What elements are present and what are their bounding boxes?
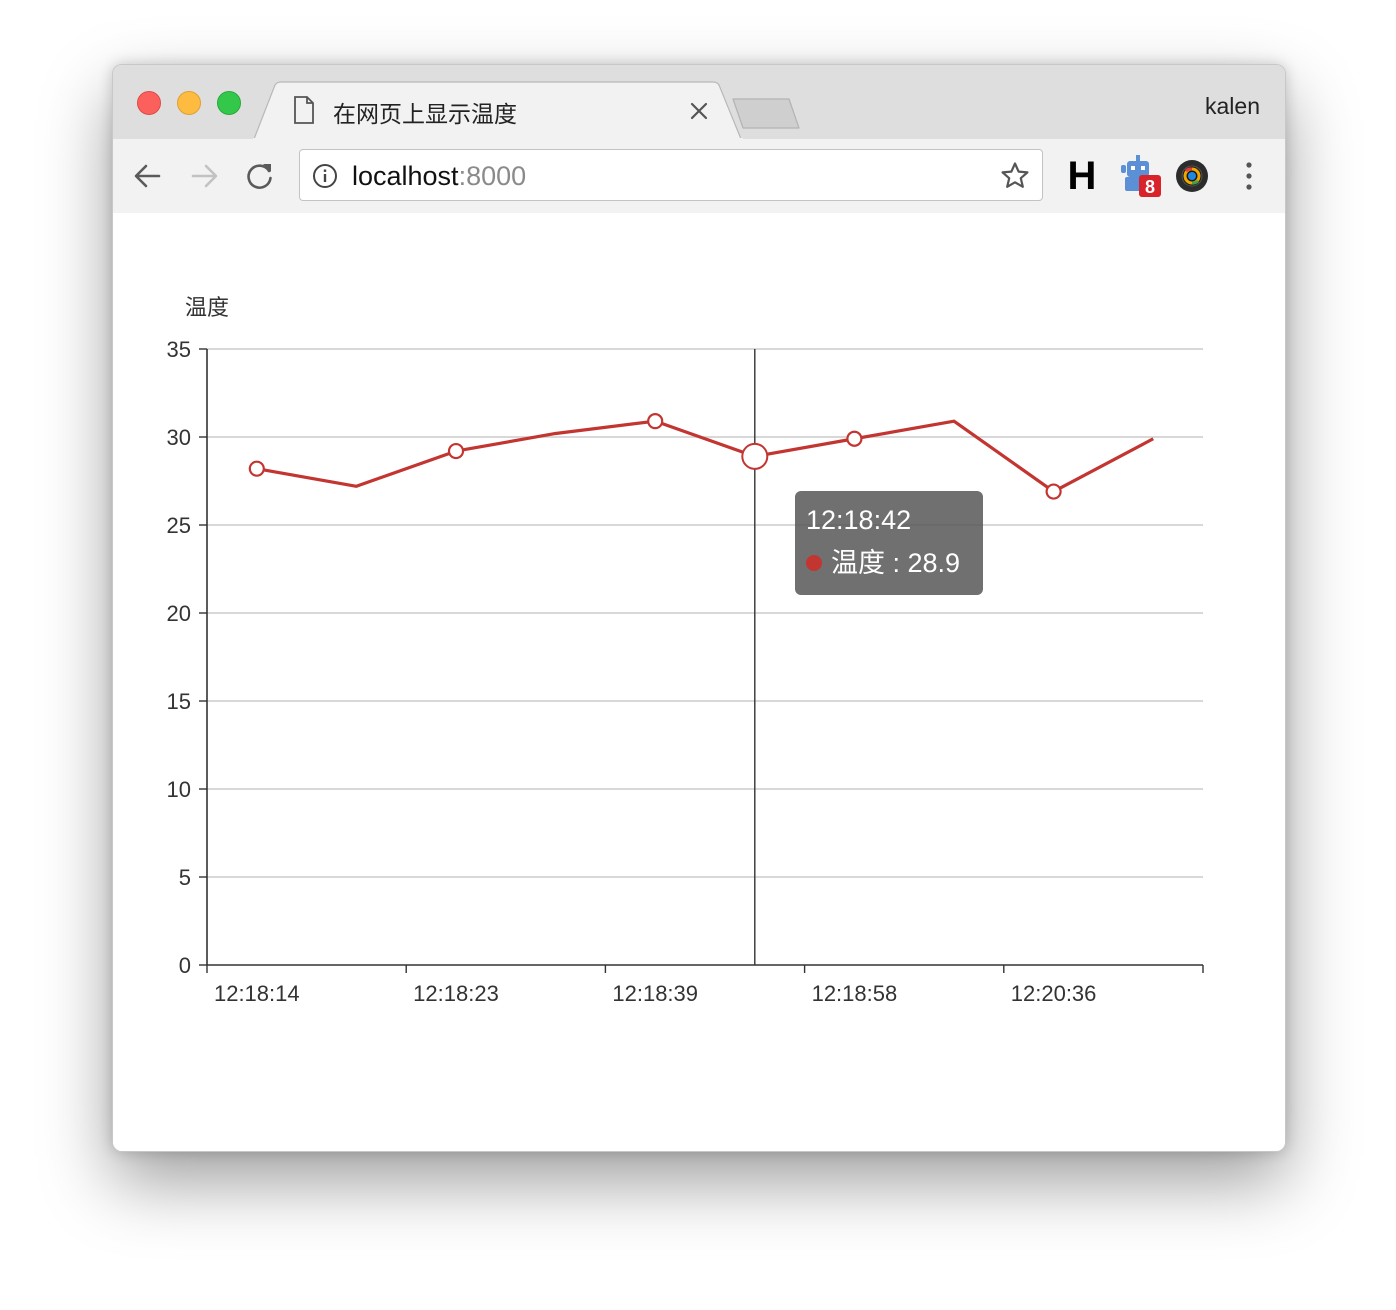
url-host: localhost (352, 161, 459, 191)
info-icon[interactable] (312, 163, 338, 189)
series-line (256, 419, 1154, 494)
data-point (447, 442, 465, 460)
x-tick-label: 12:18:39 (612, 981, 698, 1006)
bookmark-star-icon[interactable] (1000, 161, 1030, 191)
y-tick-label: 5 (179, 865, 191, 890)
browser-window: 在网页上显示温度 kalen localhost:8000 (112, 64, 1286, 1152)
h-extension-icon[interactable]: H (1065, 155, 1099, 193)
tab-title: 在网页上显示温度 (333, 102, 517, 128)
tooltip-series-dot (806, 554, 822, 571)
minimize-window-button[interactable] (177, 91, 201, 115)
page-content: 0 5 10 15 20 25 30 35 温度 12:18:14 12:18:23 12:18:39… (113, 213, 1285, 1151)
y-axis-title: 温度 (185, 296, 229, 321)
x-tick-label: 12:18:58 (812, 981, 898, 1006)
zoom-window-button[interactable] (217, 91, 241, 115)
svg-text:H: H (1068, 155, 1097, 193)
tooltip-row: 温度 : 28.9 (806, 546, 983, 581)
camera-extension-icon[interactable] (1175, 159, 1209, 193)
x-tick-label: 12:18:14 (214, 981, 300, 1006)
tooltip-value: 28.9 (907, 548, 961, 578)
document-icon (294, 96, 314, 124)
reload-icon[interactable] (243, 159, 277, 193)
browser-toolbar: localhost:8000 H 8 (113, 139, 1285, 214)
chart-tooltip: 12:18:42 温度 : 28.9 (795, 491, 983, 595)
y-tick-label: 15 (167, 689, 191, 714)
data-point (248, 460, 265, 477)
more-menu-icon[interactable] (1239, 159, 1259, 193)
address-bar[interactable]: localhost:8000 (299, 149, 1043, 201)
y-tick-label: 20 (167, 601, 191, 626)
tooltip-time: 12:18:42 (806, 505, 912, 535)
x-tick-label: 12:18:23 (413, 981, 499, 1006)
tooltip-series-name: 温度 (831, 548, 885, 579)
y-tick-label: 10 (167, 777, 191, 802)
y-tick-label: 25 (167, 513, 191, 538)
highlighted-data-point (741, 442, 769, 470)
y-tick-label: 30 (167, 425, 191, 450)
temperature-line-chart[interactable]: 0 5 10 15 20 25 30 35 温度 12:18:14 12:18:23 12:18:39… (113, 213, 1285, 1151)
svg-text:8: 8 (1145, 177, 1155, 197)
tooltip-separator: : (885, 548, 908, 578)
profile-name[interactable]: kalen (1205, 93, 1260, 119)
close-window-button[interactable] (137, 91, 161, 115)
x-tick-label: 12:20:36 (1011, 981, 1097, 1006)
data-point (1045, 483, 1062, 500)
data-point (647, 413, 664, 430)
data-point (846, 430, 863, 447)
robot-extension-icon[interactable]: 8 (1117, 153, 1163, 199)
y-tick-label: 0 (179, 953, 191, 978)
new-tab-button[interactable] (731, 97, 801, 131)
forward-arrow-icon[interactable] (187, 159, 221, 193)
url-port: :8000 (458, 161, 527, 191)
y-tick-label: 35 (167, 337, 191, 362)
title-bar: 在网页上显示温度 kalen (113, 65, 1285, 141)
close-tab-icon[interactable] (687, 99, 711, 123)
back-arrow-icon[interactable] (131, 159, 165, 193)
url-text[interactable]: localhost:8000 (352, 161, 526, 192)
